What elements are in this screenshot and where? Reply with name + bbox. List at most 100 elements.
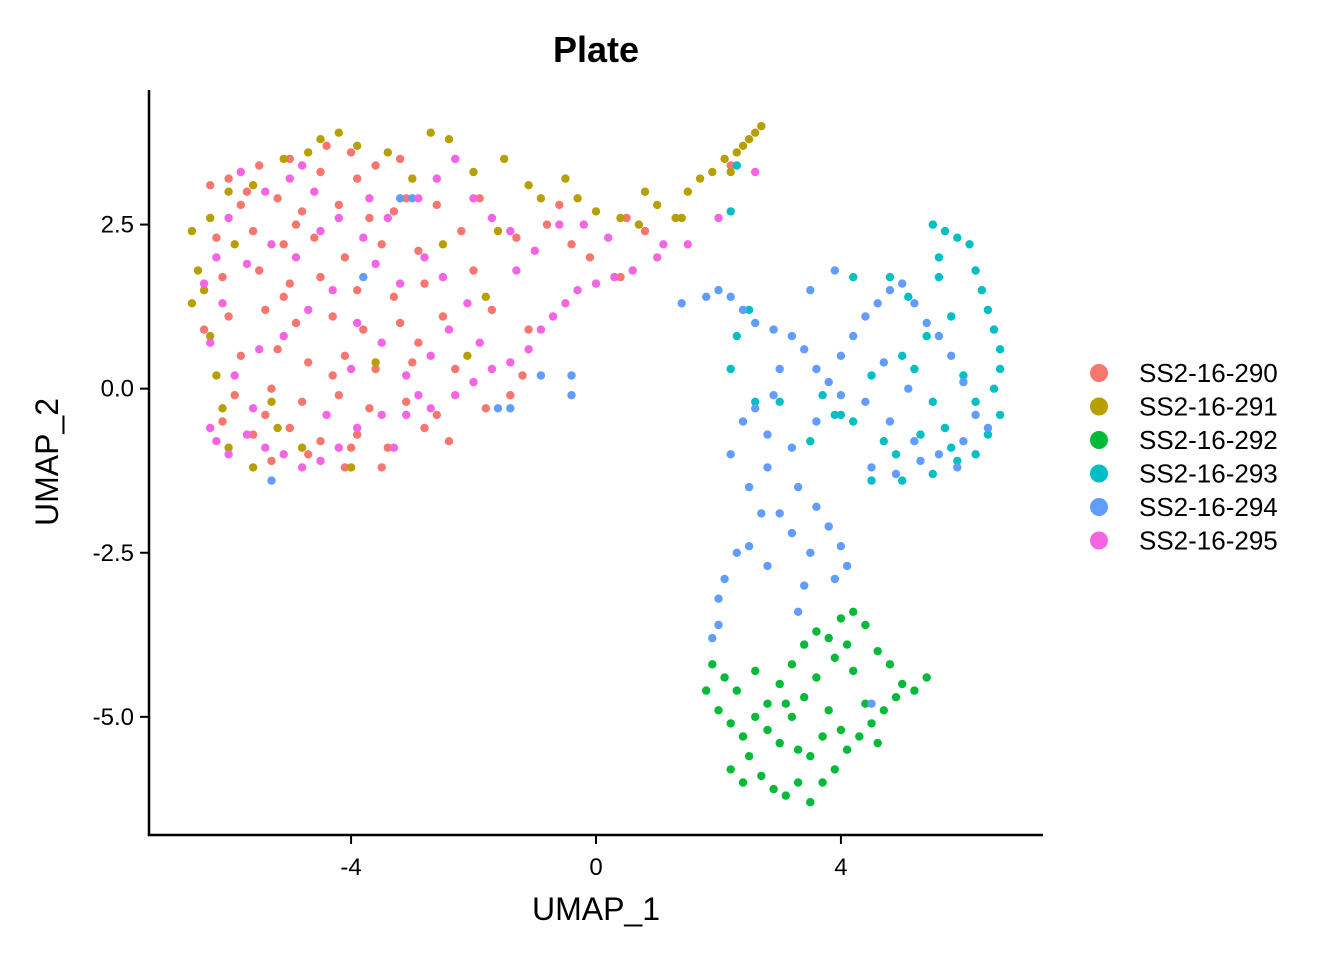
- point-4-64: [800, 581, 809, 590]
- point-5-8: [334, 443, 343, 452]
- point-4-60: [720, 574, 729, 584]
- point-3-27: [885, 272, 895, 282]
- point-1-22: [524, 181, 533, 190]
- point-5-38: [383, 213, 392, 223]
- point-1-47: [493, 226, 503, 236]
- point-2-14: [849, 607, 858, 616]
- point-0-79: [377, 463, 386, 472]
- point-5-10: [377, 410, 386, 420]
- point-1-24: [561, 174, 570, 183]
- legend-marker-0: [1090, 364, 1108, 382]
- point-2-46: [751, 666, 760, 676]
- point-0-84: [389, 207, 399, 216]
- point-5-36: [334, 213, 343, 223]
- y-tick-label-2: 0.0: [101, 376, 134, 403]
- point-5-34: [285, 174, 294, 183]
- y-ticks: -5.0 -2.5 0.0 2.5: [93, 212, 149, 731]
- point-3-26: [904, 292, 913, 301]
- point-4-76: [953, 463, 962, 472]
- point-3-2: [953, 233, 962, 242]
- point-1-13: [304, 148, 313, 157]
- point-5-46: [555, 220, 564, 229]
- point-5-2: [224, 450, 233, 459]
- point-3-28: [849, 272, 858, 282]
- point-0-53: [383, 443, 392, 452]
- point-2-18: [898, 679, 907, 689]
- point-2-23: [769, 784, 778, 794]
- point-1-19: [444, 135, 454, 144]
- point-2-44: [861, 699, 870, 708]
- point-1-40: [726, 167, 735, 177]
- point-1-25: [573, 194, 582, 203]
- legend-label-4: SS2-16-294: [1139, 492, 1278, 522]
- point-1-2: [187, 299, 197, 308]
- point-2-4: [726, 719, 735, 728]
- point-0-62: [542, 220, 552, 229]
- point-2-11: [812, 627, 821, 636]
- point-4-9: [677, 299, 686, 308]
- point-4-63: [708, 633, 717, 643]
- point-1-8: [273, 423, 282, 433]
- point-0-83: [291, 220, 301, 229]
- point-3-30: [849, 417, 858, 426]
- point-1-21: [500, 154, 509, 164]
- point-2-2: [732, 686, 741, 695]
- point-4-68: [891, 469, 901, 479]
- point-0-67: [206, 181, 215, 190]
- point-0-22: [255, 266, 264, 275]
- point-3-6: [977, 286, 986, 295]
- point-4-42: [744, 482, 754, 492]
- point-1-32: [695, 174, 705, 183]
- point-1-44: [297, 443, 307, 452]
- point-3-19: [891, 450, 901, 459]
- point-0-52: [353, 430, 362, 439]
- point-2-34: [775, 738, 784, 748]
- y-tick-label-0: -5.0: [93, 704, 134, 731]
- point-4-3: [395, 194, 405, 203]
- point-2-27: [818, 778, 827, 787]
- point-4-23: [873, 299, 882, 308]
- point-5-23: [610, 272, 619, 282]
- point-4-51: [842, 561, 852, 571]
- point-2-17: [885, 660, 895, 669]
- point-5-67: [206, 338, 215, 347]
- point-4-19: [824, 377, 833, 387]
- point-5-3: [242, 430, 252, 439]
- point-4-43: [726, 450, 735, 459]
- point-5-78: [365, 194, 374, 203]
- point-0-7: [236, 200, 245, 210]
- point-0-0: [224, 174, 233, 183]
- point-0-88: [524, 325, 533, 334]
- legend-marker-1: [1090, 397, 1108, 416]
- point-2-28: [830, 765, 839, 774]
- x-tick-label-1: 0: [589, 854, 602, 881]
- point-0-82: [487, 305, 497, 315]
- point-2-45: [781, 699, 790, 708]
- point-5-55: [402, 371, 411, 380]
- point-3-42: [959, 371, 968, 380]
- point-0-11: [365, 213, 374, 223]
- point-5-68: [218, 299, 227, 308]
- point-4-66: [867, 699, 876, 708]
- point-0-54: [420, 423, 429, 433]
- point-5-11: [402, 410, 411, 420]
- point-2-42: [763, 725, 772, 735]
- point-5-37: [359, 233, 368, 242]
- point-4-38: [836, 391, 846, 400]
- point-3-36: [732, 331, 741, 341]
- point-0-2: [285, 154, 294, 164]
- point-0-16: [279, 240, 288, 249]
- point-4-45: [751, 404, 760, 413]
- point-5-74: [604, 233, 613, 242]
- point-5-42: [469, 194, 478, 203]
- point-2-15: [861, 620, 870, 630]
- point-1-0: [187, 226, 197, 236]
- point-5-71: [414, 391, 423, 400]
- point-4-75: [763, 430, 772, 439]
- point-0-17: [310, 233, 319, 242]
- point-5-21: [573, 286, 582, 295]
- point-2-50: [830, 653, 839, 662]
- point-1-34: [720, 154, 729, 164]
- point-4-49: [824, 522, 833, 531]
- point-5-50: [279, 331, 288, 341]
